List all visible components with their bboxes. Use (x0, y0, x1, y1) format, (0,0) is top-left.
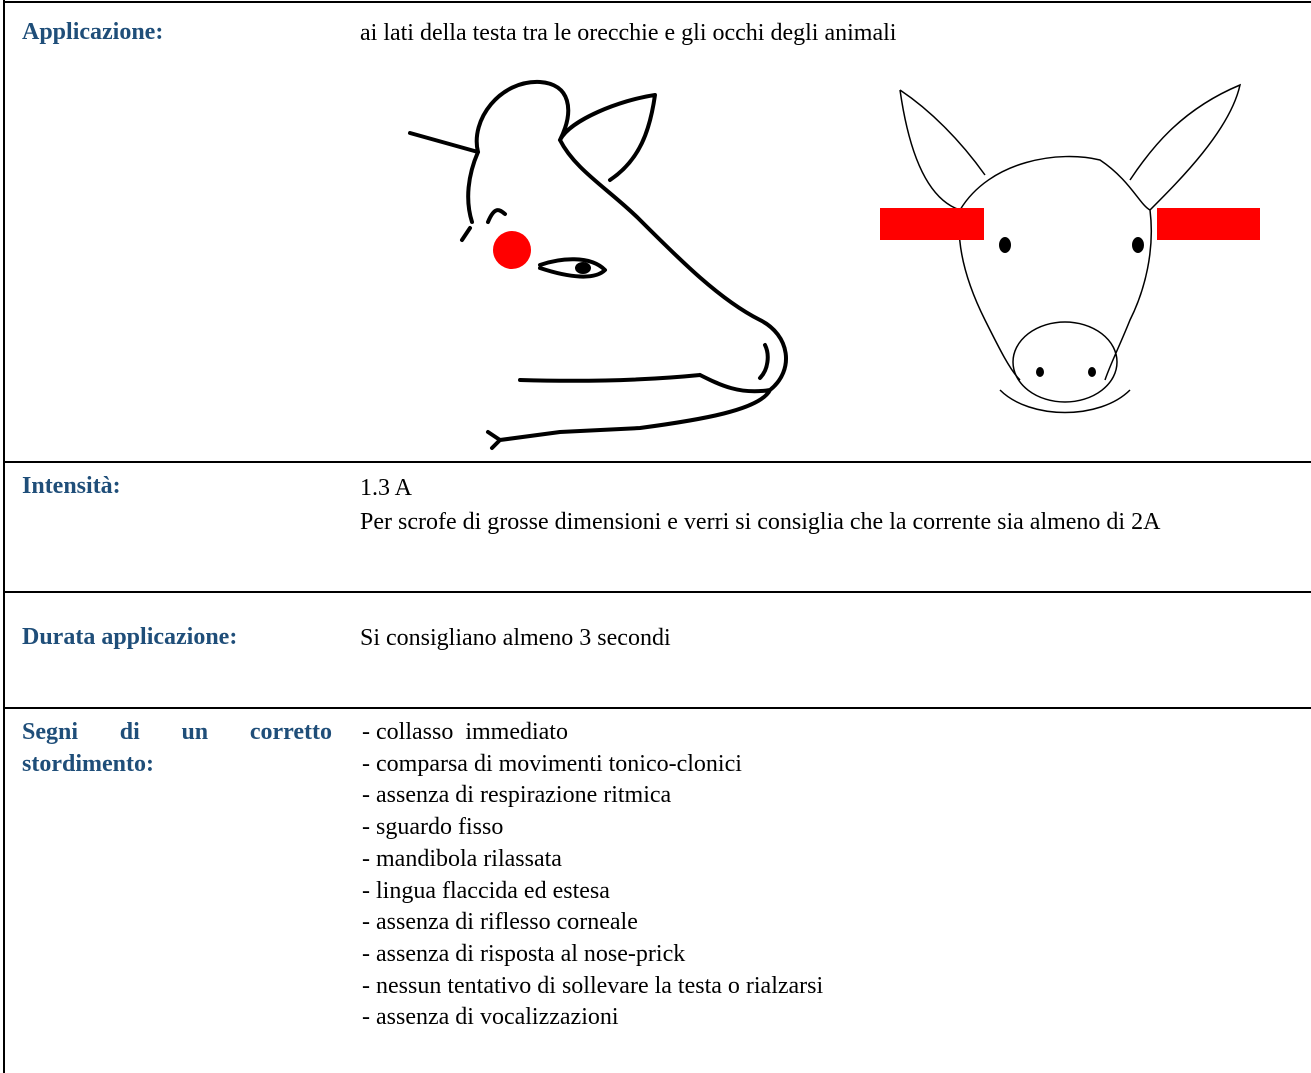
row-label: Applicazione: (22, 19, 164, 45)
table-border (3, 591, 1311, 593)
pig-illustrations (408, 79, 1260, 450)
sign-list: - collasso immediato - comparsa di movim… (362, 717, 823, 1034)
list-item: - nessun tentativo di sollevare la testa… (362, 972, 824, 999)
row-text: Si consigliano almeno 3 secondi (360, 625, 671, 651)
list-item: - assenza di riflesso corneale (362, 909, 638, 936)
list-item: - mandibola rilassata (362, 845, 562, 872)
row-text: ai lati della testa tra le orecchie e gl… (360, 20, 897, 46)
table-border (3, 707, 1311, 709)
list-item: - collasso immediato (362, 719, 568, 745)
row-label: Intensità: (22, 473, 121, 499)
list-item: - assenza di risposta al nose-prick (362, 940, 686, 967)
table-border (3, 1, 1311, 3)
list-item: - sguardo fisso (362, 814, 504, 841)
list-item: - assenza di vocalizzazioni (362, 1004, 619, 1031)
row-text: Per scrofe di grosse dimensioni e verri … (360, 509, 1161, 535)
table-border (3, 0, 5, 1073)
row-label: Segni di un corretto stordimento: (22, 719, 332, 777)
row-text: 1.3 A (360, 475, 413, 501)
row-label: Durata applicazione: (22, 624, 238, 650)
table-border (3, 461, 1311, 463)
list-item: - lingua flaccida ed estesa (362, 877, 610, 904)
list-item: - comparsa di movimenti tonico-clonici (362, 750, 742, 777)
list-item: - assenza di respirazione ritmica (362, 782, 672, 809)
